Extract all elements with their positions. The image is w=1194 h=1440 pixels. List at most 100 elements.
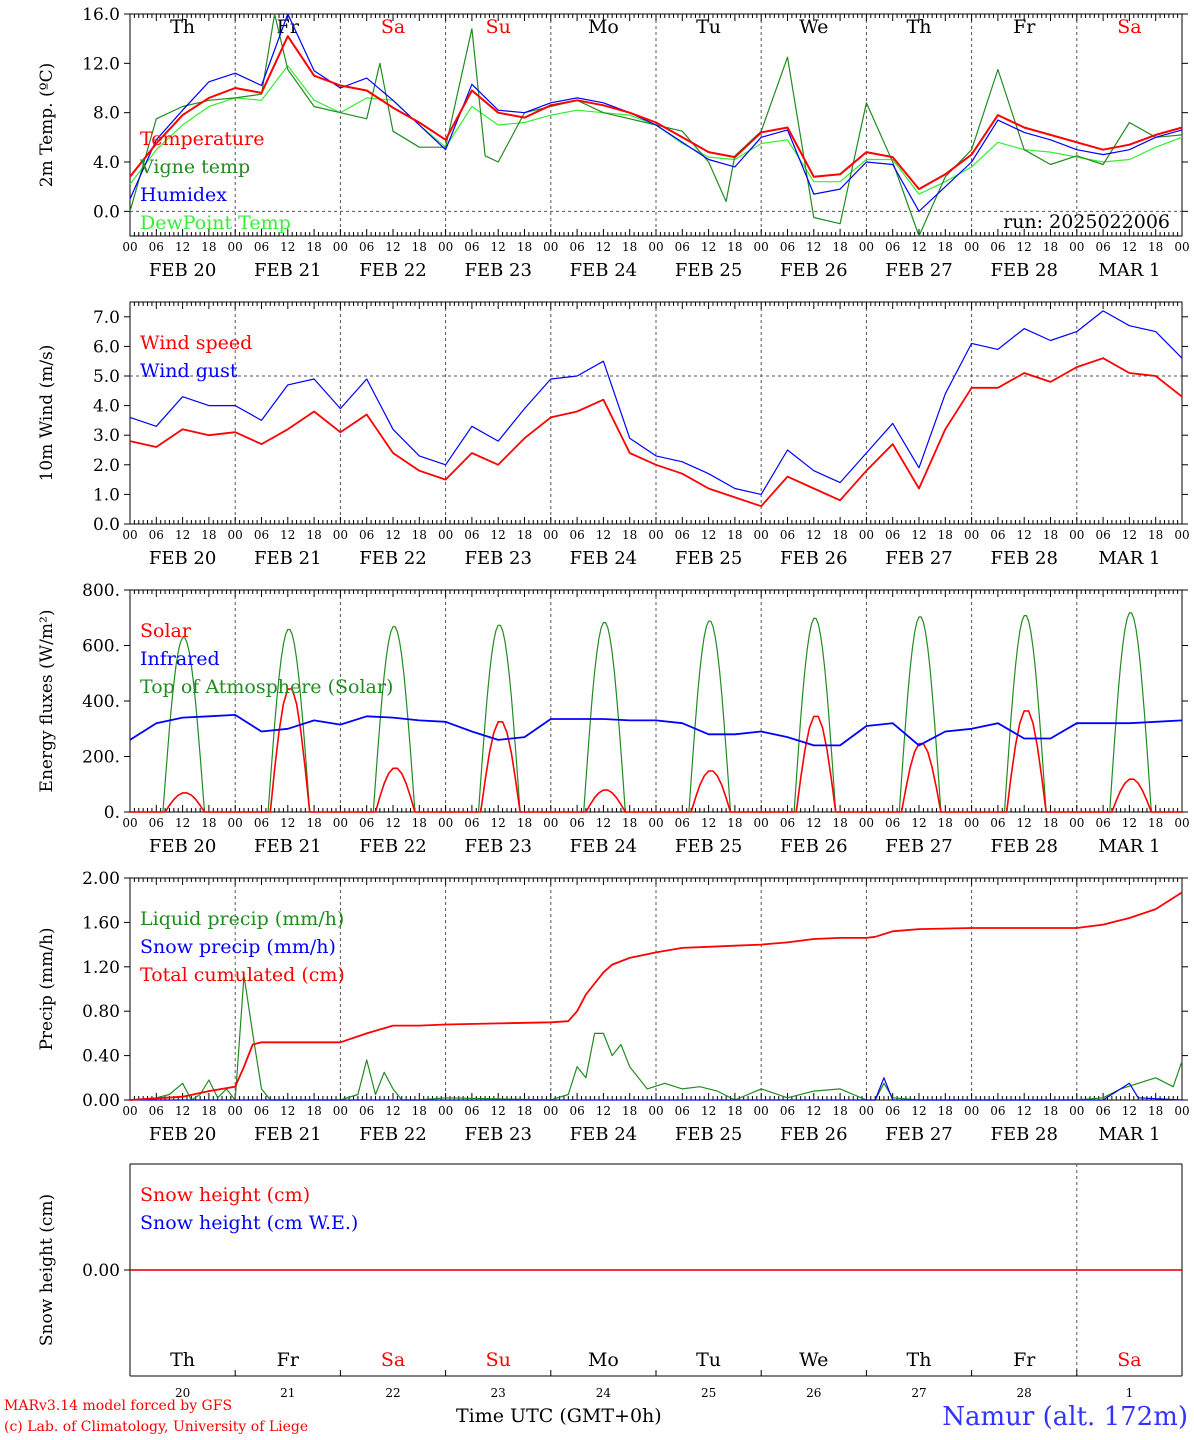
day-number: 20 <box>175 1386 190 1400</box>
x-tick-label: 06 <box>569 240 584 254</box>
series-liquid-precip-mm-h- <box>129 975 1183 1101</box>
x-tick-label: 12 <box>806 528 821 542</box>
x-tick-label: 06 <box>885 1104 900 1118</box>
x-tick-label: 18 <box>727 1104 742 1118</box>
date-label: FEB 21 <box>254 1124 321 1145</box>
date-label: FEB 26 <box>780 836 847 857</box>
x-tick-label: 00 <box>333 240 348 254</box>
day-name: Mo <box>588 16 619 38</box>
x-tick-label: 00 <box>228 528 243 542</box>
day-name: Su <box>486 16 511 38</box>
y-tick-label: 8.0 <box>93 104 120 124</box>
x-tick-label: 12 <box>1122 816 1137 830</box>
y-tick-label: 800. <box>82 581 120 601</box>
x-tick-label: 06 <box>254 528 269 542</box>
x-tick-label: 18 <box>727 240 742 254</box>
x-tick-label: 06 <box>149 1104 164 1118</box>
x-tick-label: 06 <box>675 816 690 830</box>
x-tick-label: 12 <box>596 240 611 254</box>
x-tick-label: 00 <box>754 816 769 830</box>
legend-snow-height-cm-: Snow height (cm) <box>140 1184 310 1206</box>
x-tick-label: 18 <box>412 528 427 542</box>
x-tick-label: 18 <box>622 816 637 830</box>
x-tick-label: 06 <box>780 1104 795 1118</box>
legend-total-cumulated-cm-: Total cumulated (cm) <box>140 964 345 986</box>
x-tick-label: 12 <box>491 1104 506 1118</box>
y-axis-label: Precip (mm/h) <box>37 927 57 1050</box>
day-number: 28 <box>1017 1386 1032 1400</box>
y-tick-label: 0.00 <box>82 1261 120 1281</box>
day-name: Fr <box>277 16 300 38</box>
x-tick-label: 00 <box>228 1104 243 1118</box>
date-label: FEB 22 <box>359 1124 426 1145</box>
date-label: FEB 25 <box>675 836 742 857</box>
legend-infrared: Infrared <box>140 648 220 670</box>
x-tick-label: 18 <box>938 1104 953 1118</box>
x-tick-label: 06 <box>569 528 584 542</box>
x-tick-label: 18 <box>201 1104 216 1118</box>
day-name: Mo <box>588 1349 619 1371</box>
x-tick-label: 00 <box>438 240 453 254</box>
x-tick-label: 00 <box>1069 528 1084 542</box>
x-tick-label: 00 <box>1174 1104 1189 1118</box>
x-tick-label: 00 <box>648 816 663 830</box>
x-tick-label: 00 <box>543 816 558 830</box>
x-tick-label: 18 <box>727 816 742 830</box>
date-label: FEB 26 <box>780 548 847 569</box>
x-tick-label: 00 <box>1174 240 1189 254</box>
legend-snow-height-cm-w-e-: Snow height (cm W.E.) <box>140 1212 358 1234</box>
day-name: Th <box>907 1349 932 1371</box>
x-tick-label: 18 <box>306 240 321 254</box>
x-tick-label: 06 <box>780 816 795 830</box>
day-number: 23 <box>491 1386 506 1400</box>
x-tick-label: 18 <box>201 816 216 830</box>
date-label: FEB 26 <box>780 260 847 281</box>
date-label: FEB 27 <box>885 836 952 857</box>
x-tick-label: 00 <box>438 816 453 830</box>
x-tick-label: 06 <box>464 240 479 254</box>
x-tick-label: 12 <box>701 528 716 542</box>
y-tick-label: 5.0 <box>93 367 120 387</box>
date-label: FEB 20 <box>149 1124 216 1145</box>
date-label: FEB 27 <box>885 1124 952 1145</box>
x-tick-label: 12 <box>280 240 295 254</box>
y-tick-label: 2.00 <box>82 869 120 889</box>
date-label: FEB 21 <box>254 548 321 569</box>
day-number: 21 <box>280 1386 295 1400</box>
day-number: 27 <box>911 1386 926 1400</box>
x-tick-label: 00 <box>333 816 348 830</box>
legend-solar: Solar <box>140 620 192 642</box>
x-tick-label: 18 <box>517 240 532 254</box>
x-tick-label: 00 <box>122 240 137 254</box>
x-tick-label: 06 <box>464 1104 479 1118</box>
x-tick-label: 06 <box>990 1104 1005 1118</box>
x-tick-label: 18 <box>201 528 216 542</box>
day-name: Tu <box>696 16 721 38</box>
series-solar <box>130 688 1182 813</box>
x-tick-label: 06 <box>1095 1104 1110 1118</box>
legend-temperature: Temperature <box>140 128 264 150</box>
y-tick-label: 1.0 <box>93 485 120 505</box>
x-tick-label: 12 <box>806 1104 821 1118</box>
y-tick-label: 3.0 <box>93 426 120 446</box>
x-tick-label: 06 <box>675 528 690 542</box>
x-tick-label: 06 <box>990 240 1005 254</box>
x-tick-label: 18 <box>832 240 847 254</box>
x-tick-label: 18 <box>622 1104 637 1118</box>
y-tick-label: 0.80 <box>82 1002 120 1022</box>
date-label: FEB 28 <box>990 1124 1057 1145</box>
y-axis-label: Snow height (cm) <box>37 1194 57 1346</box>
date-label: MAR 1 <box>1098 260 1160 281</box>
x-tick-label: 06 <box>569 816 584 830</box>
x-tick-label: 18 <box>622 528 637 542</box>
y-tick-label: 400. <box>82 692 120 712</box>
x-tick-label: 12 <box>280 816 295 830</box>
y-tick-label: 1.20 <box>82 958 120 978</box>
date-label: FEB 24 <box>570 260 637 281</box>
x-tick-label: 06 <box>990 528 1005 542</box>
date-label: FEB 28 <box>990 836 1057 857</box>
x-tick-label: 12 <box>596 1104 611 1118</box>
x-tick-label: 12 <box>491 240 506 254</box>
legend-wind-gust: Wind gust <box>140 360 238 382</box>
x-tick-label: 12 <box>1017 1104 1032 1118</box>
